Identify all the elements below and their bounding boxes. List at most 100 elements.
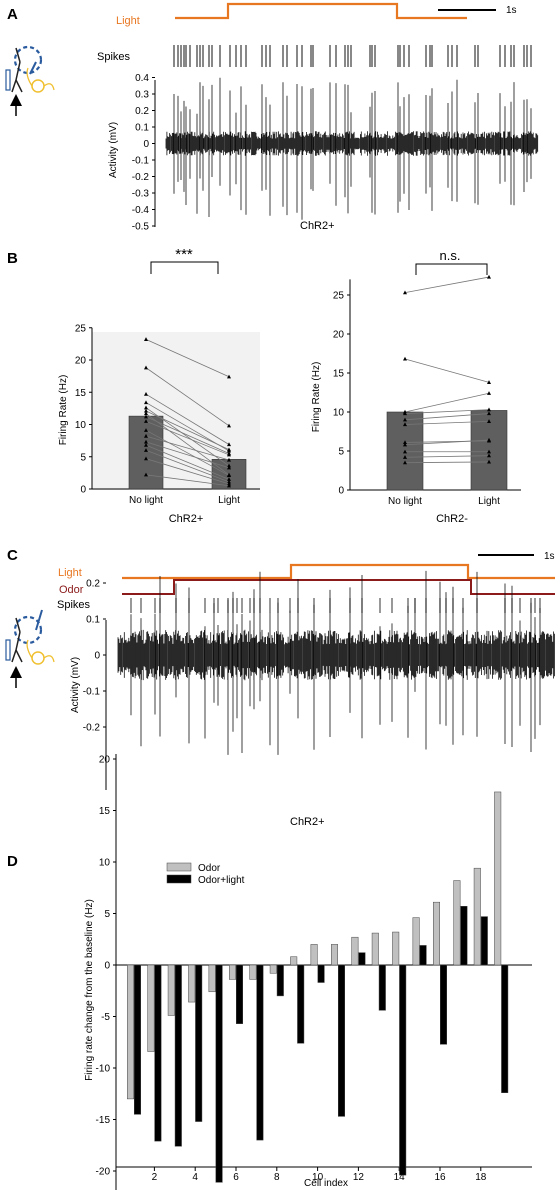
- x-tick-label: 8: [274, 1172, 280, 1183]
- paired-line: [145, 338, 230, 378]
- data-point: [403, 455, 407, 459]
- odor-light-bar: [317, 964, 325, 983]
- odor-bar: [269, 964, 277, 974]
- panel-c-voltage-trace: [117, 570, 555, 755]
- y-tick-label: 15: [75, 388, 87, 399]
- x-tick-label: 10: [312, 1172, 324, 1183]
- data-point: [227, 463, 231, 468]
- odor-light-bar: [501, 964, 509, 1093]
- y-tick-label: 25: [75, 323, 87, 334]
- data-point: [227, 477, 231, 481]
- odor-light-bar: [134, 964, 141, 1115]
- y-tick-label: 0: [80, 485, 86, 496]
- data-point: [487, 437, 491, 442]
- y-tick-label: -0.1: [132, 156, 150, 167]
- panel-a-y-label: Activity (mV): [108, 122, 119, 178]
- odor-light-bar: [480, 916, 488, 966]
- data-point: [403, 417, 407, 422]
- y-tick-label: -0.2: [83, 723, 101, 734]
- panel-b-left-significance: ***: [175, 246, 193, 263]
- data-point: [144, 337, 148, 341]
- bar: [128, 415, 164, 490]
- paired-line: [145, 458, 230, 485]
- data-point: [227, 481, 231, 486]
- odor-bar: [453, 880, 461, 966]
- data-point: [487, 419, 491, 423]
- y-tick-label: 10: [333, 408, 345, 419]
- data-point: [403, 440, 407, 445]
- panel-a: A Light 1s Spikes 0.4 0.3 0.2 0.1 0 -0.1 -0.2 -…: [5, 2, 539, 233]
- odor-light-bar: [338, 964, 345, 1117]
- odor-light-bar: [215, 964, 223, 1183]
- panel-c: C 1s Light Odor Spikes 0.2 0.1 0 -0.1 -0.2 A…: [5, 547, 555, 828]
- data-point: [487, 274, 491, 279]
- y-tick-label: 5: [338, 447, 344, 458]
- odor-bar: [249, 964, 257, 980]
- y-tick-label: 5: [104, 909, 110, 920]
- odor-bar: [167, 964, 175, 1016]
- y-tick-label: 20: [99, 755, 111, 766]
- odor-bar: [371, 932, 379, 966]
- panel-c-caption: ChR2+: [290, 816, 325, 828]
- data-point: [144, 439, 148, 444]
- paired-line: [404, 276, 490, 294]
- y-tick-label: -0.5: [132, 222, 150, 233]
- panel-b-right-y-label: Firing Rate (Hz): [311, 362, 322, 433]
- x-tick-label: Light: [478, 496, 500, 507]
- x-tick-label: Light: [218, 495, 240, 506]
- paired-line: [404, 420, 490, 425]
- panel-b-right-bar-chart: 0 5 10 15 20 25 No light Light: [333, 274, 521, 507]
- panel-c-odor-trace: [122, 579, 555, 595]
- panel-c-y-label: Activity (mV): [70, 657, 81, 713]
- odor-bar: [147, 964, 155, 1052]
- data-point: [487, 453, 491, 458]
- odor-light-bar: [276, 964, 284, 997]
- odor-light-bar: [297, 964, 305, 1044]
- data-point: [487, 459, 491, 464]
- y-tick-label: -20: [96, 1167, 111, 1178]
- paired-line: [404, 358, 490, 383]
- panel-c-y-ticks: 0.2 0.1 0 -0.1 -0.2: [83, 579, 106, 734]
- panel-d-y-label: Firing rate change from the baseline (Hz…: [84, 899, 95, 1081]
- paired-line: [404, 392, 490, 413]
- y-tick-label: 10: [99, 858, 111, 869]
- data-point: [144, 414, 148, 419]
- odor-bar: [127, 964, 134, 1100]
- spike-raster-ticks: [173, 45, 532, 67]
- odor-light-bar: [419, 945, 427, 966]
- y-tick-label: 0.2: [86, 579, 100, 590]
- panel-a-letter: A: [7, 6, 18, 23]
- voltage-trace-path: [117, 570, 555, 755]
- data-point: [227, 483, 231, 488]
- paired-line: [145, 367, 230, 427]
- y-tick-label: 15: [333, 369, 345, 380]
- data-point: [403, 422, 407, 427]
- paired-line: [145, 435, 230, 461]
- panel-c-scale-label: 1s: [544, 551, 555, 562]
- odor-bar: [433, 901, 440, 966]
- odor-bar: [290, 956, 298, 966]
- panel-c-odor-label: Odor: [59, 584, 84, 596]
- data-point: [144, 400, 148, 405]
- x-tick-label: No light: [129, 495, 163, 506]
- panel-b-right-caption: ChR2-: [436, 513, 468, 525]
- odor-bar: [351, 936, 359, 966]
- x-tick-label: 16: [434, 1172, 446, 1183]
- data-point: [227, 442, 231, 447]
- data-point: [487, 449, 491, 454]
- paired-line: [145, 410, 230, 451]
- paired-line: [145, 444, 230, 480]
- x-tick-label: 6: [233, 1172, 239, 1183]
- panel-a-light-trace: [175, 2, 467, 20]
- odor-bar: [494, 791, 502, 966]
- y-tick-label: 0.2: [135, 106, 149, 117]
- panel-b-left-bar-chart: 0 5 10 15 20 25 No light Light: [75, 323, 260, 506]
- data-point: [144, 442, 148, 447]
- y-tick-label: -0.3: [132, 189, 150, 200]
- data-point: [227, 452, 231, 457]
- data-point: [403, 356, 407, 361]
- panel-a-light-label: Light: [116, 15, 140, 27]
- paired-line: [145, 420, 230, 456]
- panel-d: D 20151050-5-10-15-20-2524681012141618Od…: [7, 754, 532, 1190]
- panel-c-light-label: Light: [58, 567, 82, 579]
